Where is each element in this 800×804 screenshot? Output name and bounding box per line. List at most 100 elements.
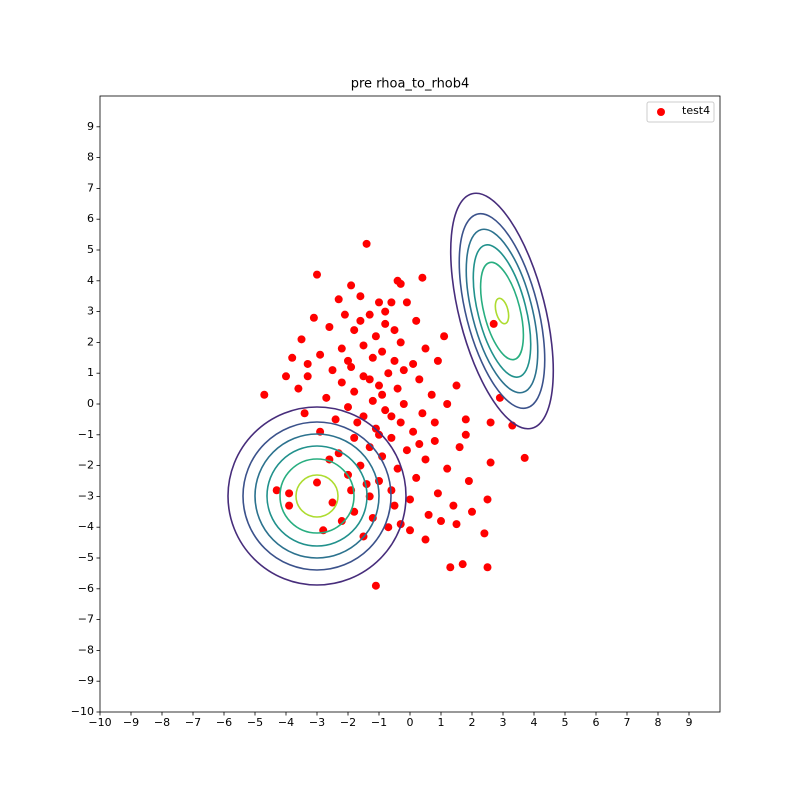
- x-tick-label: 8: [655, 716, 662, 729]
- scatter-point: [480, 529, 489, 538]
- scatter-point: [316, 350, 325, 359]
- y-tick-label: −2: [78, 459, 94, 472]
- scatter-point: [347, 281, 356, 290]
- legend-label: test4: [682, 104, 710, 117]
- contour-line: [254, 433, 380, 559]
- y-tick-label: 9: [87, 120, 94, 133]
- x-tick-label: −3: [309, 716, 325, 729]
- scatter-point: [297, 335, 306, 344]
- scatter-point: [412, 473, 421, 482]
- scatter-point: [359, 372, 368, 381]
- x-tick-label: −7: [185, 716, 201, 729]
- scatter-point: [430, 418, 439, 427]
- scatter-point: [260, 390, 269, 399]
- x-tick-label: −5: [247, 716, 263, 729]
- scatter-point: [272, 486, 281, 495]
- scatter-point: [461, 430, 470, 439]
- legend: test4: [646, 101, 715, 123]
- x-tick-label: 5: [562, 716, 569, 729]
- scatter-point: [468, 507, 476, 516]
- x-tick-label: −8: [154, 716, 170, 729]
- scatter-point: [483, 563, 492, 572]
- y-tick-label: −7: [78, 613, 94, 626]
- scatter-point: [433, 356, 442, 365]
- scatter-point: [415, 440, 424, 449]
- scatter-point: [486, 458, 495, 467]
- scatter-point: [399, 366, 408, 375]
- y-tick-label: −4: [78, 520, 94, 533]
- scatter-point: [421, 344, 430, 353]
- scatter-point: [486, 418, 495, 427]
- scatter-point: [294, 384, 303, 393]
- scatter-point: [461, 415, 470, 424]
- scatter-point: [337, 517, 346, 526]
- scatter-point: [356, 316, 365, 325]
- scatter-point: [344, 403, 352, 412]
- y-tick-label: 4: [87, 274, 94, 287]
- scatter-point: [520, 453, 529, 462]
- scatter-point: [368, 396, 377, 405]
- x-tick-label: −1: [371, 716, 387, 729]
- scatter-point: [337, 344, 346, 353]
- contour-line: [266, 445, 368, 547]
- contour-left: [227, 406, 407, 586]
- scatter-point: [350, 433, 359, 442]
- scatter-point: [365, 375, 374, 384]
- x-tick-label: 0: [407, 716, 414, 729]
- scatter-point: [331, 415, 340, 424]
- y-tick-label: 2: [87, 335, 94, 348]
- scatter-point: [443, 464, 452, 473]
- chart-title: pre rhoa_to_rhob4: [351, 77, 470, 92]
- x-tick-label: 6: [593, 716, 600, 729]
- x-tick-label: −10: [88, 716, 111, 729]
- scatter-point: [375, 381, 383, 390]
- scatter-point: [368, 353, 377, 362]
- scatter-point: [381, 406, 390, 415]
- scatter-point: [489, 319, 498, 328]
- scatter-point: [483, 495, 492, 504]
- scatter-point: [427, 390, 436, 399]
- scatter-point: [375, 298, 383, 307]
- scatter-point: [384, 523, 393, 532]
- y-tick-label: 7: [87, 181, 94, 194]
- scatter-point: [371, 581, 380, 590]
- scatter-point: [362, 239, 371, 248]
- contour-line: [494, 297, 510, 325]
- scatter-point: [381, 307, 390, 316]
- scatter-point: [381, 319, 390, 328]
- x-tick-label: −4: [278, 716, 294, 729]
- x-tick-label: 4: [531, 716, 538, 729]
- contour-line: [279, 458, 355, 534]
- scatter-point: [464, 477, 473, 485]
- contours: [227, 192, 555, 586]
- scatter-point: [325, 323, 334, 331]
- scatter-point: [313, 478, 321, 487]
- y-tick-label: −9: [78, 674, 94, 687]
- scatter-point: [402, 298, 411, 307]
- contour-line: [449, 192, 555, 430]
- scatter-point: [371, 332, 380, 341]
- x-tick-label: 3: [500, 716, 507, 729]
- scatter-point: [418, 409, 427, 418]
- scatter-point: [452, 381, 461, 390]
- scatter-point: [390, 326, 399, 335]
- y-tick-label: 5: [87, 243, 94, 256]
- scatter-point: [350, 326, 359, 335]
- scatter-point: [384, 369, 393, 378]
- scatter-point: [406, 526, 414, 535]
- scatter-point: [328, 366, 337, 375]
- scatter-point: [396, 418, 405, 427]
- scatter-point: [390, 356, 399, 365]
- legend-box: [646, 101, 715, 123]
- scatter-point: [393, 384, 402, 393]
- scatter-point: [347, 363, 356, 372]
- legend-marker: [657, 108, 665, 116]
- scatter-point: [409, 427, 418, 436]
- y-tick-label: −10: [71, 705, 94, 718]
- scatter-point: [313, 270, 321, 279]
- scatter-point: [303, 372, 312, 381]
- scatter-point: [390, 501, 399, 510]
- contour-line: [465, 228, 539, 394]
